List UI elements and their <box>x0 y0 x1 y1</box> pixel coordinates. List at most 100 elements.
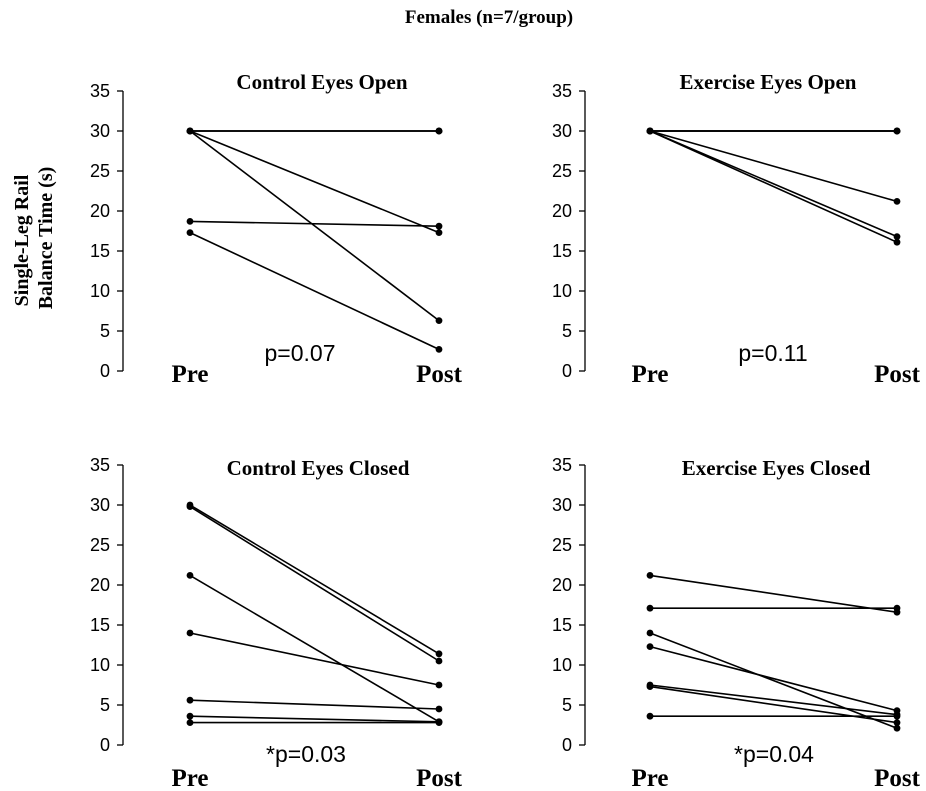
y-tick-label: 30 <box>90 495 110 515</box>
data-point <box>893 198 901 205</box>
series-7 <box>646 127 901 246</box>
y-tick-label: 10 <box>552 281 572 301</box>
data-point <box>186 218 194 225</box>
y-tick-label: 30 <box>552 121 572 141</box>
y-tick-label: 10 <box>552 655 572 675</box>
data-point <box>186 572 194 579</box>
y-tick-label: 0 <box>562 735 572 755</box>
y-tick-label: 25 <box>552 535 572 555</box>
data-point <box>435 127 443 135</box>
data-point <box>893 724 901 732</box>
y-tick-label: 35 <box>90 81 110 101</box>
y-tick-label: 5 <box>562 321 572 341</box>
series-line <box>649 574 898 613</box>
series-7 <box>186 719 443 726</box>
y-tick-label: 5 <box>100 321 110 341</box>
y-tick-label: 10 <box>90 655 110 675</box>
panel-title: Exercise Eyes Closed <box>682 456 871 480</box>
y-tick-label: 5 <box>562 695 572 715</box>
chart-panel-1: 0 5 10 15 20 25 30 35 Control Eyes Open Pre Post p=… <box>90 70 463 388</box>
y-tick-label: 25 <box>90 161 110 181</box>
series-line <box>189 231 440 351</box>
data-point <box>435 657 443 665</box>
series-line <box>189 505 440 662</box>
series-line <box>189 130 440 234</box>
series-4 <box>646 127 901 135</box>
x-category-label: Pre <box>631 765 668 791</box>
series-5 <box>646 681 901 718</box>
y-tick-label: 0 <box>562 361 572 381</box>
p-value-annotation: p=0.07 <box>265 340 336 366</box>
series-1 <box>646 572 901 616</box>
data-point <box>186 712 194 720</box>
series-7 <box>186 229 443 353</box>
figure-title: Females (n=7/group) <box>405 7 573 28</box>
data-point <box>893 604 901 612</box>
y-tick-label: 30 <box>90 121 110 141</box>
chart-panel-2: 0 5 10 15 20 25 30 35 Exercise Eyes Open Pre Post p… <box>552 70 921 388</box>
panel-title: Control Eyes Open <box>236 70 407 94</box>
y-tick-label: 10 <box>90 281 110 301</box>
data-point <box>186 629 194 637</box>
data-point <box>186 127 194 135</box>
p-value-annotation: p=0.11 <box>738 340 807 366</box>
data-point <box>893 238 901 246</box>
series-5 <box>186 696 443 713</box>
x-category-label: Pre <box>631 361 668 388</box>
data-point <box>435 317 443 324</box>
x-category-label: Pre <box>171 765 208 791</box>
data-point <box>646 683 654 690</box>
series-2 <box>646 604 901 612</box>
data-point <box>893 719 901 726</box>
data-point <box>893 712 901 720</box>
series-4 <box>186 127 443 237</box>
data-point <box>646 572 654 579</box>
series-line <box>649 685 898 724</box>
data-point <box>435 346 443 353</box>
y-tick-label: 35 <box>90 455 110 475</box>
y-tick-label: 15 <box>90 241 110 261</box>
series-line <box>189 574 440 723</box>
y-tick-label: 20 <box>90 201 110 221</box>
data-point <box>893 233 901 241</box>
series-2 <box>186 503 443 665</box>
chart-panel-4: 0 5 10 15 20 25 30 35 Exercise Eyes Closed Pre Pos… <box>552 455 921 791</box>
series-line <box>189 220 440 227</box>
data-point <box>435 650 443 658</box>
data-point <box>435 681 443 689</box>
series-line <box>649 130 898 243</box>
series-5 <box>186 127 443 324</box>
data-point <box>646 712 654 720</box>
series-line <box>189 699 440 710</box>
y-tick-label: 20 <box>552 201 572 221</box>
series-4 <box>646 643 901 714</box>
y-axis-label: Single-Leg Rail Balance Time (s) <box>11 167 57 310</box>
x-category-label: Post <box>874 361 921 388</box>
data-point <box>186 696 194 704</box>
data-point <box>893 127 901 135</box>
series-line <box>189 715 440 723</box>
x-category-label: Pre <box>171 361 208 388</box>
series-line <box>649 645 898 712</box>
series-4 <box>186 629 443 689</box>
data-point <box>646 629 654 637</box>
y-axis-label-line-1: Single-Leg Rail <box>11 174 33 306</box>
chart-panels: 0 5 10 15 20 25 30 35 Control Eyes Open Pre Post p=… <box>90 70 921 791</box>
series-line <box>189 632 440 686</box>
series-line <box>649 632 898 729</box>
x-category-label: Post <box>416 361 463 388</box>
series-5 <box>646 127 901 205</box>
series-1 <box>186 501 443 658</box>
y-tick-label: 0 <box>100 735 110 755</box>
data-point <box>646 127 654 135</box>
panel-title: Control Eyes Closed <box>227 456 410 480</box>
x-category-label: Post <box>874 765 921 791</box>
y-tick-label: 25 <box>90 535 110 555</box>
data-point <box>646 604 654 612</box>
series-7 <box>646 712 901 720</box>
data-point <box>186 503 194 510</box>
series-line <box>649 684 898 716</box>
panel-title: Exercise Eyes Open <box>680 70 857 94</box>
y-tick-label: 25 <box>552 161 572 181</box>
